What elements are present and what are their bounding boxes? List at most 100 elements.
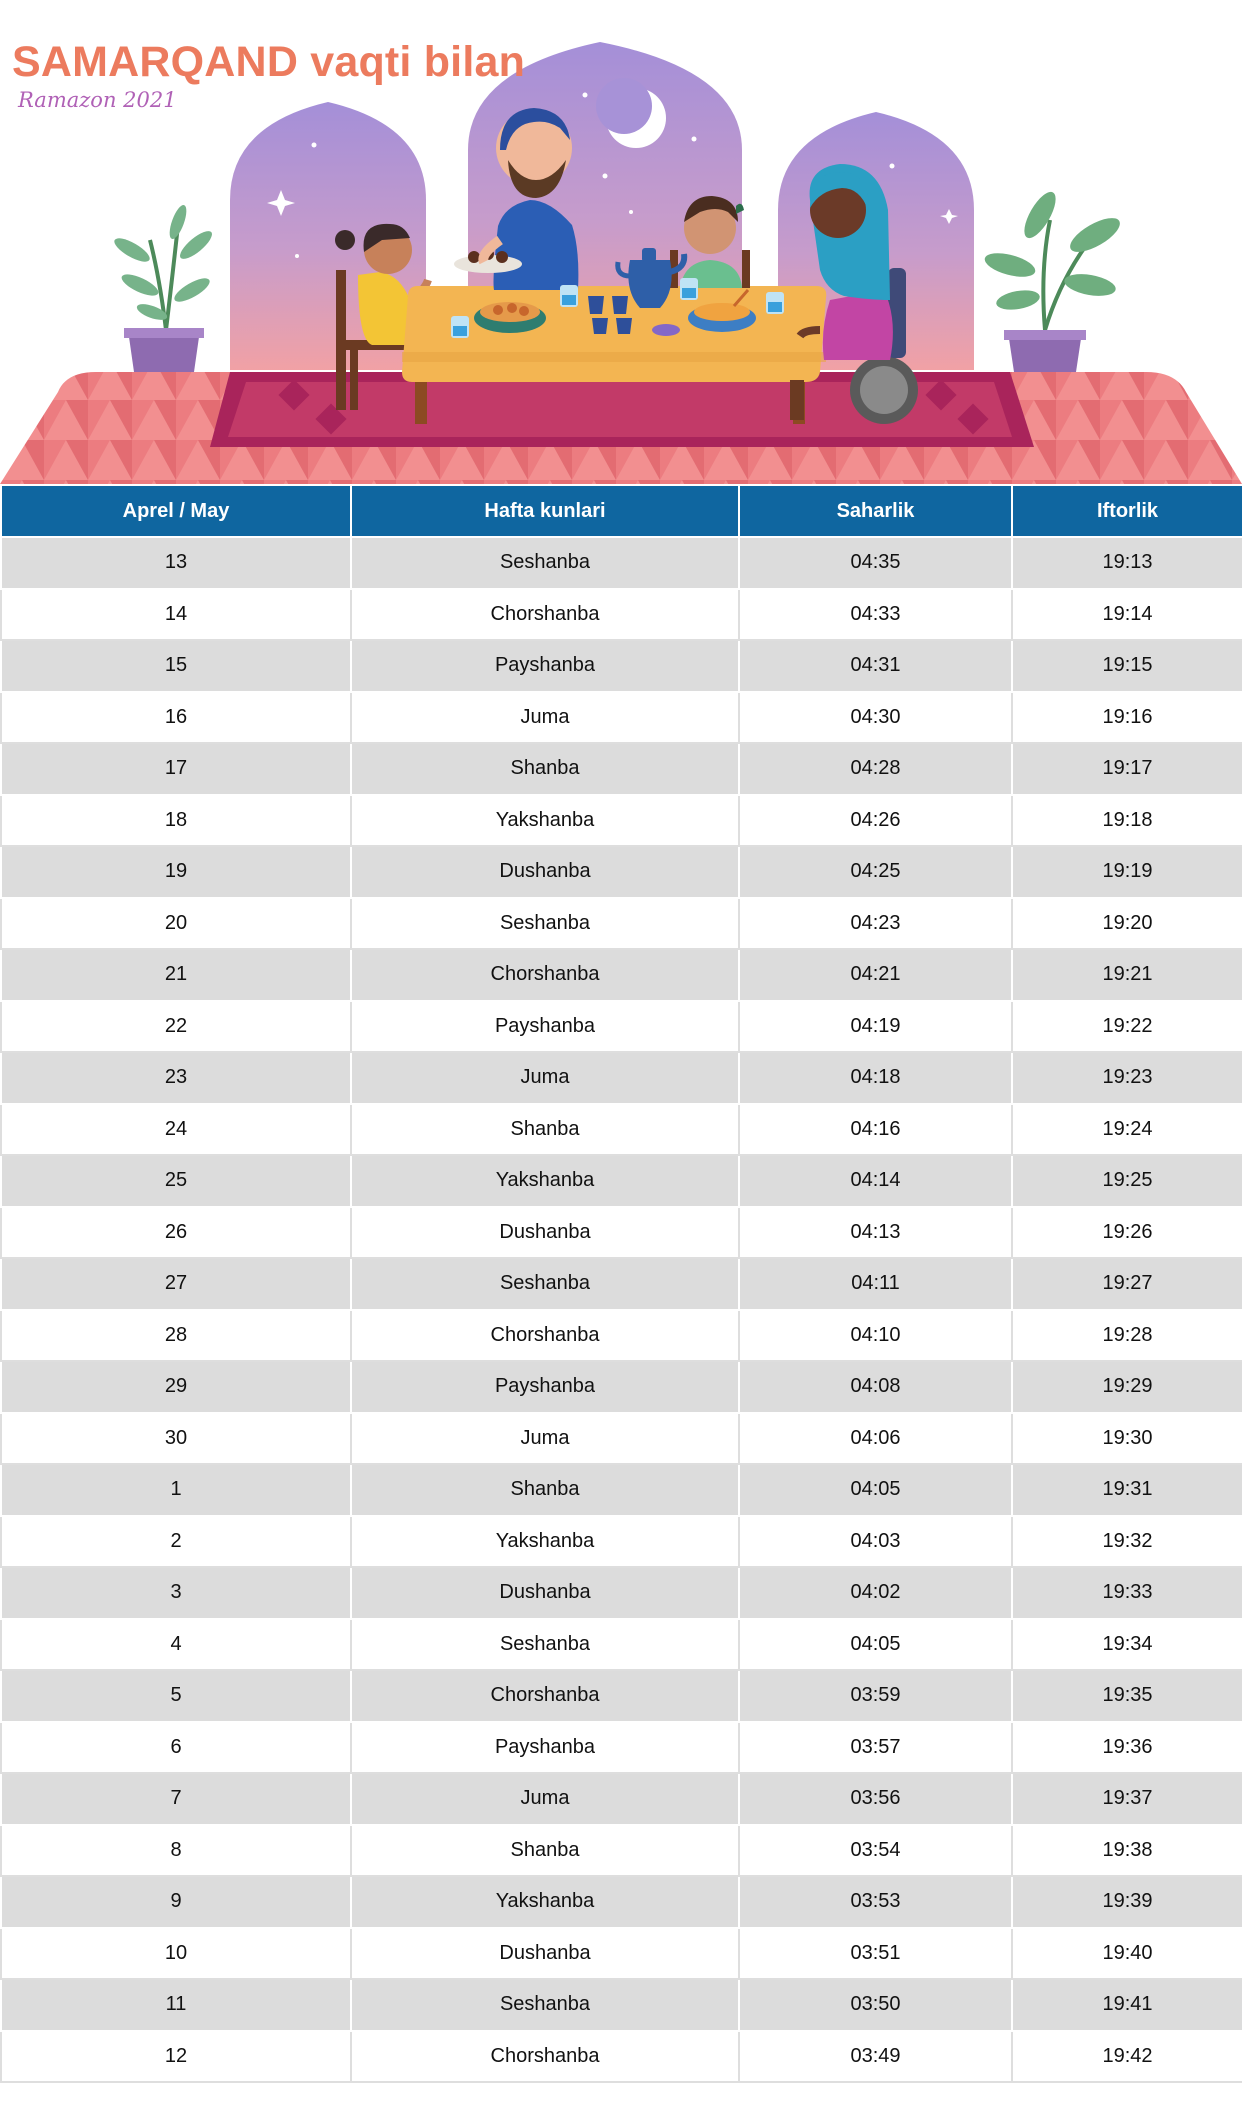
table-row: 25 Yakshanba 04:14 19:25	[0, 1154, 1242, 1208]
date-cell: 23	[0, 1051, 352, 1105]
date-cell: 26	[0, 1205, 352, 1259]
saharlik-time-cell: 04:28	[738, 742, 1013, 796]
family-iftar-illustration	[0, 42, 1242, 484]
iftorlik-time-cell: 19:30	[1011, 1411, 1242, 1465]
saharlik-time-cell: 04:19	[738, 999, 1013, 1053]
saharlik-time-cell: 03:51	[738, 1926, 1013, 1980]
date-cell: 28	[0, 1308, 352, 1362]
iftorlik-time-cell: 19:34	[1011, 1617, 1242, 1671]
date-cell: 8	[0, 1823, 352, 1877]
table-row: 23 Juma 04:18 19:23	[0, 1051, 1242, 1105]
saharlik-time-cell: 04:05	[738, 1617, 1013, 1671]
saharlik-time-cell: 04:13	[738, 1205, 1013, 1259]
weekday-cell: Shanba	[350, 1823, 740, 1877]
saharlik-time-cell: 04:05	[738, 1463, 1013, 1517]
saharlik-time-cell: 04:16	[738, 1102, 1013, 1156]
saharlik-time-cell: 04:21	[738, 948, 1013, 1002]
weekday-cell: Shanba	[350, 742, 740, 796]
column-header-iftorlik: Iftorlik	[1011, 484, 1242, 538]
date-cell: 16	[0, 690, 352, 744]
saharlik-time-cell: 03:54	[738, 1823, 1013, 1877]
column-header-date: Aprel / May	[0, 484, 352, 538]
date-cell: 19	[0, 845, 352, 899]
iftorlik-time-cell: 19:42	[1011, 2029, 1242, 2083]
weekday-cell: Shanba	[350, 1102, 740, 1156]
date-cell: 15	[0, 639, 352, 693]
iftorlik-time-cell: 19:21	[1011, 948, 1242, 1002]
saharlik-time-cell: 04:08	[738, 1360, 1013, 1414]
iftorlik-time-cell: 19:40	[1011, 1926, 1242, 1980]
iftorlik-time-cell: 19:16	[1011, 690, 1242, 744]
date-cell: 25	[0, 1154, 352, 1208]
iftorlik-time-cell: 19:15	[1011, 639, 1242, 693]
weekday-cell: Shanba	[350, 1463, 740, 1517]
weekday-cell: Juma	[350, 1411, 740, 1465]
weekday-cell: Payshanba	[350, 639, 740, 693]
table-row: 24 Shanba 04:16 19:24	[0, 1102, 1242, 1156]
table-row: 20 Seshanba 04:23 19:20	[0, 896, 1242, 950]
weekday-cell: Payshanba	[350, 999, 740, 1053]
weekday-cell: Seshanba	[350, 896, 740, 950]
date-cell: 30	[0, 1411, 352, 1465]
weekday-cell: Chorshanba	[350, 1308, 740, 1362]
table-row: 7 Juma 03:56 19:37	[0, 1772, 1242, 1826]
date-cell: 12	[0, 2029, 352, 2083]
weekday-cell: Chorshanba	[350, 587, 740, 641]
table-row: 11 Seshanba 03:50 19:41	[0, 1978, 1242, 2032]
table-row: 6 Payshanba 03:57 19:36	[0, 1720, 1242, 1774]
table-row: 15 Payshanba 04:31 19:15	[0, 639, 1242, 693]
iftorlik-time-cell: 19:39	[1011, 1875, 1242, 1929]
table-row: 17 Shanba 04:28 19:17	[0, 742, 1242, 796]
saharlik-time-cell: 04:25	[738, 845, 1013, 899]
iftorlik-time-cell: 19:36	[1011, 1720, 1242, 1774]
table-row: 21 Chorshanba 04:21 19:21	[0, 948, 1242, 1002]
weekday-cell: Payshanba	[350, 1720, 740, 1774]
weekday-cell: Seshanba	[350, 1617, 740, 1671]
date-cell: 17	[0, 742, 352, 796]
date-cell: 21	[0, 948, 352, 1002]
saharlik-time-cell: 04:11	[738, 1257, 1013, 1311]
saharlik-time-cell: 04:33	[738, 587, 1013, 641]
saharlik-time-cell: 04:02	[738, 1566, 1013, 1620]
date-cell: 11	[0, 1978, 352, 2032]
table-row: 18 Yakshanba 04:26 19:18	[0, 793, 1242, 847]
saharlik-time-cell: 04:14	[738, 1154, 1013, 1208]
saharlik-time-cell: 03:53	[738, 1875, 1013, 1929]
iftorlik-time-cell: 19:24	[1011, 1102, 1242, 1156]
table-header-row: Aprel / May Hafta kunlari Saharlik Iftor…	[0, 484, 1242, 538]
weekday-cell: Payshanba	[350, 1360, 740, 1414]
weekday-cell: Yakshanba	[350, 1875, 740, 1929]
iftorlik-time-cell: 19:13	[1011, 536, 1242, 590]
iftorlik-time-cell: 19:28	[1011, 1308, 1242, 1362]
iftorlik-time-cell: 19:26	[1011, 1205, 1242, 1259]
date-cell: 4	[0, 1617, 352, 1671]
potted-plant-icon	[984, 191, 1120, 372]
date-cell: 3	[0, 1566, 352, 1620]
table-row: 26 Dushanba 04:13 19:26	[0, 1205, 1242, 1259]
weekday-cell: Dushanba	[350, 1566, 740, 1620]
iftorlik-time-cell: 19:19	[1011, 845, 1242, 899]
weekday-cell: Yakshanba	[350, 793, 740, 847]
weekday-cell: Yakshanba	[350, 1514, 740, 1568]
table-row: 3 Dushanba 04:02 19:33	[0, 1566, 1242, 1620]
iftorlik-time-cell: 19:27	[1011, 1257, 1242, 1311]
column-header-weekday: Hafta kunlari	[350, 484, 740, 538]
potted-plant-icon	[114, 204, 212, 372]
saharlik-time-cell: 04:10	[738, 1308, 1013, 1362]
weekday-cell: Seshanba	[350, 536, 740, 590]
date-cell: 7	[0, 1772, 352, 1826]
weekday-cell: Dushanba	[350, 1926, 740, 1980]
date-cell: 20	[0, 896, 352, 950]
weekday-cell: Juma	[350, 690, 740, 744]
table-row: 29 Payshanba 04:08 19:29	[0, 1360, 1242, 1414]
iftorlik-time-cell: 19:32	[1011, 1514, 1242, 1568]
father-figure	[454, 108, 579, 290]
date-cell: 6	[0, 1720, 352, 1774]
date-cell: 24	[0, 1102, 352, 1156]
table-row: 4 Seshanba 04:05 19:34	[0, 1617, 1242, 1671]
iftorlik-time-cell: 19:33	[1011, 1566, 1242, 1620]
saharlik-time-cell: 03:56	[738, 1772, 1013, 1826]
weekday-cell: Chorshanba	[350, 1669, 740, 1723]
date-cell: 18	[0, 793, 352, 847]
date-cell: 27	[0, 1257, 352, 1311]
